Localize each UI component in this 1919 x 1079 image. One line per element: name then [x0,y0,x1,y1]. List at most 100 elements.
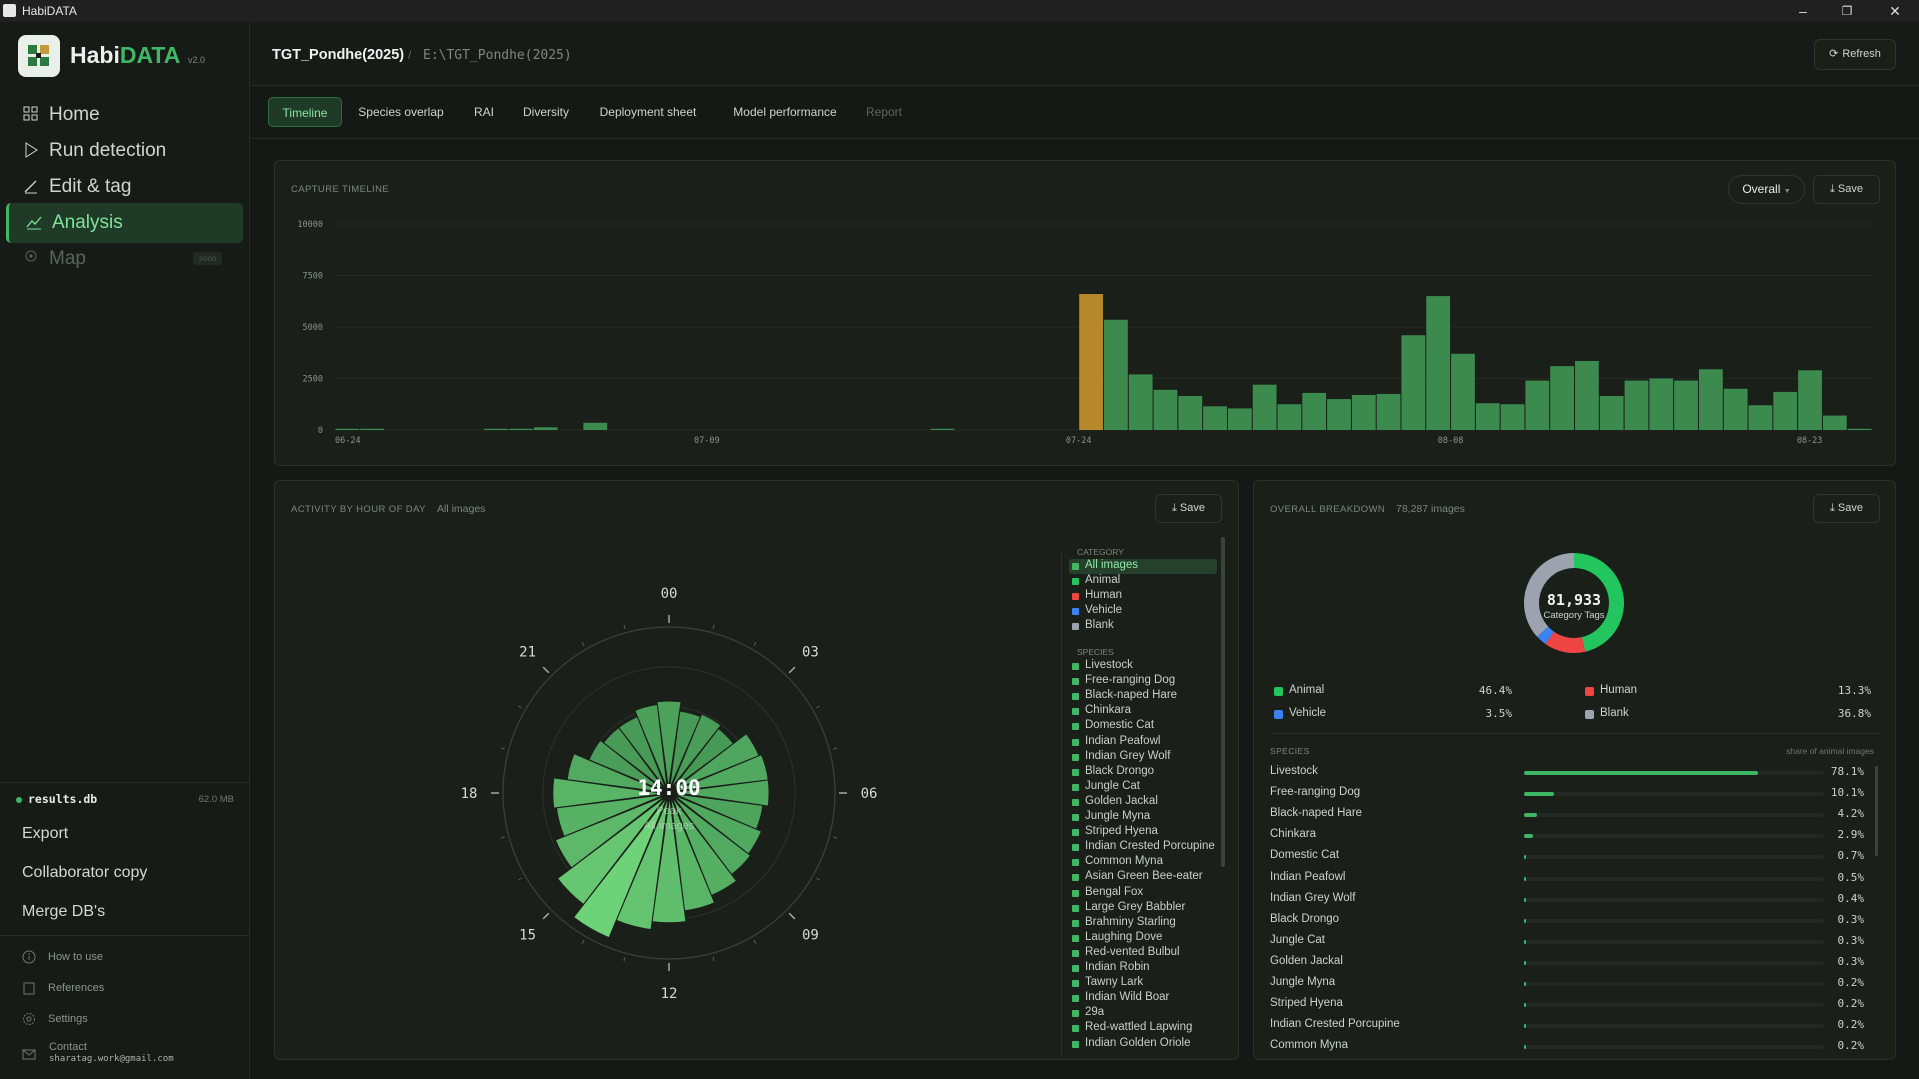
peak-scope-label: All images [644,820,695,832]
donut-slice-vehicle[interactable] [1537,626,1554,644]
collaborator-copy-link[interactable]: Collaborator copy [22,864,148,881]
legend-label: Striped Hyena [1085,825,1158,838]
timeline-bar[interactable] [583,422,608,430]
donut-slice-blank[interactable] [1524,553,1574,637]
timeline-bar[interactable] [1624,380,1649,430]
timeline-save-button[interactable]: ⤓ Save [1813,175,1880,204]
y-tick-label: 0 [318,426,323,436]
timeline-scope-dropdown[interactable]: Overall ▼ [1728,175,1805,204]
legend-swatch [1072,829,1079,837]
legend-label: Human [1085,589,1123,601]
timeline-bar[interactable] [1773,391,1798,430]
export-link[interactable]: Export [22,825,69,842]
restore-icon[interactable]: ❐ [1841,4,1853,18]
timeline-bar[interactable] [1376,393,1401,430]
tab-diversity[interactable]: Diversity [522,105,569,119]
tab-timeline[interactable]: Timeline [268,97,342,127]
close-icon[interactable]: ✕ [1889,3,1901,19]
timeline-bar[interactable] [1079,294,1103,430]
timeline-bar[interactable] [1153,389,1178,430]
timeline-bar[interactable] [930,428,955,430]
hour-wedge[interactable] [673,779,770,807]
tab-deployment-sheet[interactable]: Deployment sheet [599,105,697,119]
timeline-bar[interactable] [1649,378,1674,431]
hour-wedge[interactable] [572,796,668,939]
hour-tick [833,836,838,839]
hour-tick [500,836,505,839]
activity-save-button[interactable]: ⤓ Save [1155,494,1222,523]
contact-label: Contact [49,1041,87,1053]
legend-swatch [1072,859,1079,867]
donut-slice-animal[interactable] [1574,553,1624,652]
timeline-bar[interactable] [1252,384,1277,430]
legend-category-all-images[interactable]: All images [1069,559,1217,574]
timeline-bar[interactable] [1104,319,1128,430]
timeline-bar[interactable] [1128,374,1153,430]
tab-rai[interactable]: RAI [473,105,494,119]
timeline-bar[interactable] [1550,366,1575,430]
timeline-bar[interactable] [1203,406,1227,430]
timeline-bar[interactable] [1401,335,1426,430]
donut-slice-human[interactable] [1545,631,1586,653]
species-bar [1524,918,1526,923]
nav-run-detection[interactable]: Run detection [6,131,243,171]
how-to-use-link[interactable]: How to use [22,950,103,964]
timeline-bar[interactable] [1351,394,1376,430]
pencil-icon [22,177,40,195]
breakdown-save-button[interactable]: ⤓ Save [1813,494,1880,523]
timeline-title: CAPTURE TIMELINE [291,184,390,195]
nav-edit-tag[interactable]: Edit & tag [6,167,243,207]
timeline-bar[interactable] [1723,388,1748,430]
nav-home[interactable]: Home [6,95,243,135]
species-name: Indian Grey Wolf [1270,891,1356,904]
tab-species-overlap[interactable]: Species overlap [358,105,444,119]
grid-icon [22,105,40,123]
timeline-bar[interactable] [1525,380,1550,430]
hour-wedge[interactable] [552,777,665,809]
legend-label: Chinkara [1085,704,1132,717]
timeline-bar[interactable] [1178,396,1203,430]
timeline-bar[interactable] [1698,369,1723,430]
timeline-bar[interactable] [1599,396,1624,430]
timeline-bar[interactable] [1822,415,1847,430]
timeline-bar[interactable] [335,428,360,430]
timeline-bar[interactable] [1575,360,1599,430]
nav-analysis[interactable]: Analysis [6,203,243,243]
tab-model-performance[interactable]: Model performance [733,105,837,119]
species-bar-track [1524,1045,1824,1050]
legend-section-title: SPECIES [1077,647,1114,657]
settings-link[interactable]: Settings [22,1012,88,1026]
y-tick-label: 10000 [297,220,323,230]
legend-scrollbar[interactable] [1221,537,1225,867]
x-tick-label: 08-23 [1797,436,1823,446]
timeline-bar[interactable] [360,428,385,430]
timeline-bar[interactable] [509,428,533,430]
merge-dbs-link[interactable]: Merge DB's [22,903,106,920]
timeline-bar[interactable] [1426,296,1451,430]
minimize-icon[interactable]: – [1799,3,1807,19]
species-percent: 10.1% [1830,786,1864,800]
timeline-bar[interactable] [1798,370,1822,430]
timeline-bar[interactable] [1277,404,1302,430]
hour-label: 09 [802,927,819,943]
timeline-bar[interactable] [1302,392,1327,430]
timeline-bar[interactable] [1674,380,1698,430]
timeline-bar[interactable] [1847,428,1872,430]
hour-wedge[interactable] [670,713,722,790]
species-percent: 4.2% [1837,807,1865,821]
refresh-button[interactable]: ⟳ Refresh [1814,39,1896,70]
species-scrollbar[interactable] [1875,766,1878,856]
timeline-bar[interactable] [1475,403,1500,430]
timeline-bar[interactable] [1451,353,1475,430]
timeline-bar[interactable] [1327,399,1351,430]
timeline-bar[interactable] [533,427,558,430]
species-name: Striped Hyena [1270,997,1343,1010]
timeline-bar[interactable] [1748,405,1773,430]
hour-wedge[interactable] [656,700,682,789]
timeline-bar[interactable] [484,428,509,430]
species-row-chinkara: Chinkara 2.9% [1270,826,1874,847]
timeline-bar[interactable] [1227,408,1252,430]
timeline-bar[interactable] [1500,404,1525,430]
references-link[interactable]: References [22,981,104,995]
info-icon [22,950,36,964]
